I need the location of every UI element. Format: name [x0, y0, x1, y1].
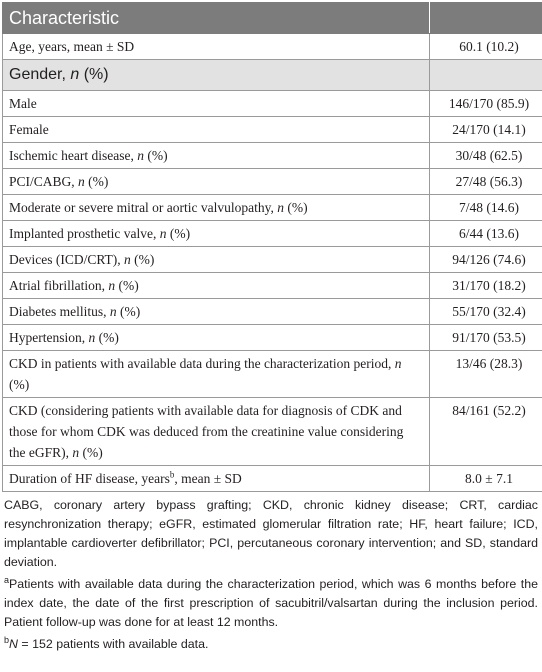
footnote-b: bN = 152 patients with available data.: [4, 634, 209, 651]
row-value: 60.1 (10.2): [429, 33, 542, 60]
table-row: CKD in patients with available data duri…: [2, 350, 542, 398]
table-row: Ischemic heart disease, n (%) 30/48 (62.…: [2, 142, 542, 169]
header-characteristic: Characteristic: [2, 2, 430, 34]
table-footnotes: CABG, coronary artery bypass grafting; C…: [2, 496, 540, 654]
row-label: CKD (considering patients with available…: [2, 397, 430, 466]
row-label: Hypertension, n (%): [2, 324, 430, 351]
table-row: Devices (ICD/CRT), n (%) 94/126 (74.6): [2, 246, 542, 273]
row-value: 13/46 (28.3): [429, 350, 542, 398]
row-label: Atrial fibrillation, n (%): [2, 272, 430, 299]
table-row: Hypertension, n (%) 91/170 (53.5): [2, 324, 542, 351]
footnote-a: aPatients with available data during the…: [4, 574, 538, 629]
row-value: 8.0 ± 7.1: [429, 465, 542, 492]
row-label: Diabetes mellitus, n (%): [2, 298, 430, 325]
row-label: Implanted prosthetic valve, n (%): [2, 220, 430, 247]
row-value: 30/48 (62.5): [429, 142, 542, 169]
characteristics-table-container: Characteristic Age, years, mean ± SD 60.…: [2, 2, 542, 657]
row-value: 84/161 (52.2): [429, 397, 542, 466]
header-value: [429, 2, 542, 34]
row-value: 24/170 (14.1): [429, 116, 542, 143]
row-label: PCI/CABG, n (%): [2, 168, 430, 195]
table-header-row: Characteristic: [2, 2, 542, 34]
abbreviations-note: CABG, coronary artery bypass grafting; C…: [4, 498, 538, 569]
gender-section-row: Gender, n (%): [2, 59, 542, 91]
row-label: Age, years, mean ± SD: [2, 33, 430, 60]
characteristics-table: Characteristic Age, years, mean ± SD 60.…: [2, 2, 542, 492]
row-label: Moderate or severe mitral or aortic valv…: [2, 194, 430, 221]
row-label: Male: [2, 90, 430, 117]
section-value: [429, 59, 542, 91]
table-row: Age, years, mean ± SD 60.1 (10.2): [2, 33, 542, 60]
row-value: 55/170 (32.4): [429, 298, 542, 325]
row-value: 91/170 (53.5): [429, 324, 542, 351]
row-label: Ischemic heart disease, n (%): [2, 142, 430, 169]
row-value: 6/44 (13.6): [429, 220, 542, 247]
table-row: Diabetes mellitus, n (%) 55/170 (32.4): [2, 298, 542, 325]
table-row: Implanted prosthetic valve, n (%) 6/44 (…: [2, 220, 542, 247]
section-label: Gender, n (%): [2, 59, 430, 91]
table-row: Atrial fibrillation, n (%) 31/170 (18.2): [2, 272, 542, 299]
row-value: 94/126 (74.6): [429, 246, 542, 273]
row-label: Duration of HF disease, yearsb, mean ± S…: [2, 465, 430, 492]
table-row: Duration of HF disease, yearsb, mean ± S…: [2, 465, 542, 492]
table-row: Female 24/170 (14.1): [2, 116, 542, 143]
row-value: 27/48 (56.3): [429, 168, 542, 195]
row-label: CKD in patients with available data duri…: [2, 350, 430, 398]
row-value: 7/48 (14.6): [429, 194, 542, 221]
row-value: 31/170 (18.2): [429, 272, 542, 299]
row-value: 146/170 (85.9): [429, 90, 542, 117]
table-row: Male 146/170 (85.9): [2, 90, 542, 117]
table-row: CKD (considering patients with available…: [2, 397, 542, 466]
row-label: Devices (ICD/CRT), n (%): [2, 246, 430, 273]
table-row: Moderate or severe mitral or aortic valv…: [2, 194, 542, 221]
table-row: PCI/CABG, n (%) 27/48 (56.3): [2, 168, 542, 195]
row-label: Female: [2, 116, 430, 143]
